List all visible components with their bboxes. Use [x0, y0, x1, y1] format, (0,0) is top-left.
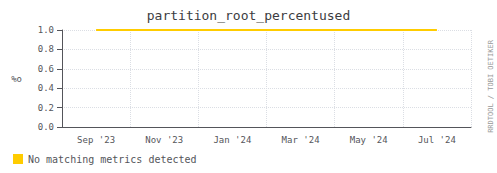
svg-text:0.6: 0.6: [38, 64, 54, 74]
svg-text:partition_root_percentused: partition_root_percentused: [147, 8, 351, 23]
svg-text:0.8: 0.8: [38, 44, 54, 54]
svg-text:Jan '24: Jan '24: [213, 135, 251, 145]
svg-text:%o: %o: [11, 74, 22, 84]
svg-text:0.2: 0.2: [38, 103, 54, 113]
svg-text:1.0: 1.0: [38, 25, 54, 35]
svg-text:0.0: 0.0: [38, 122, 54, 132]
svg-text:Mar '24: Mar '24: [282, 135, 320, 145]
svg-text:Nov '23: Nov '23: [145, 135, 183, 145]
svg-text:Sep '23: Sep '23: [77, 135, 115, 145]
svg-text:Jul '24: Jul '24: [418, 135, 456, 145]
svg-text:RRDTOOL / TOBI OETIKER: RRDTOOL / TOBI OETIKER: [487, 39, 495, 133]
svg-text:0.4: 0.4: [38, 83, 54, 93]
svg-text:May '24: May '24: [350, 135, 388, 145]
svg-text:No matching metrics detected: No matching metrics detected: [28, 154, 197, 165]
